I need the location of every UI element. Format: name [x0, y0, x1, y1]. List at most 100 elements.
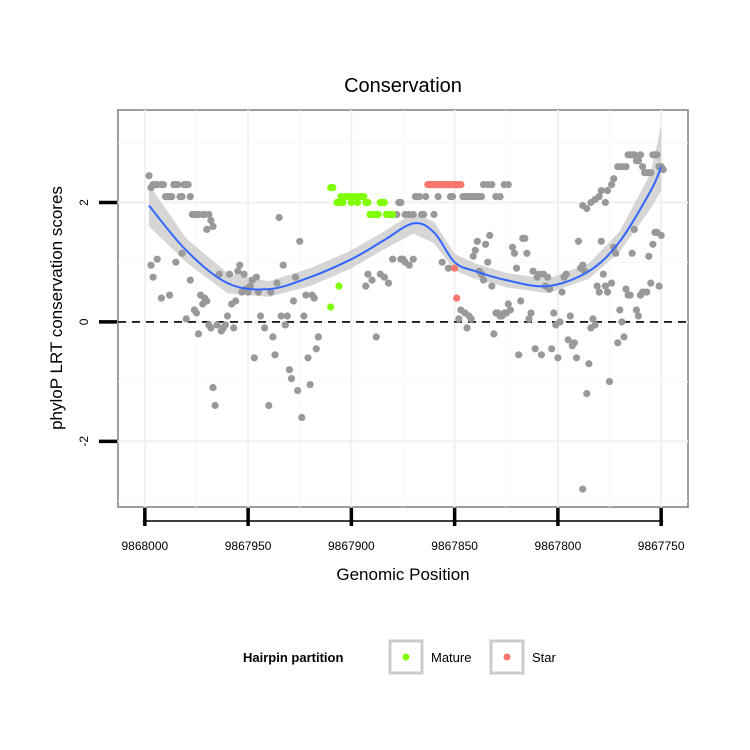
data-point-other — [554, 354, 562, 362]
data-point-mature — [360, 193, 368, 201]
data-point-star — [457, 181, 465, 189]
data-point-other — [566, 312, 574, 320]
data-point-other — [515, 351, 523, 359]
data-point-other — [205, 210, 213, 219]
data-point-other — [182, 315, 190, 323]
data-point-other — [579, 261, 587, 269]
data-point-other — [194, 330, 203, 338]
data-point-other — [510, 249, 519, 257]
data-point-other — [244, 288, 252, 296]
data-point-other — [570, 339, 579, 347]
data-point-other — [267, 288, 275, 296]
data-point-other — [178, 249, 186, 257]
data-point-other — [287, 375, 296, 383]
x-axis-title: Genomic Position — [336, 565, 469, 584]
data-point-other — [597, 237, 605, 245]
data-point-other — [192, 309, 201, 317]
data-point-mature — [327, 303, 335, 311]
data-point-other — [302, 291, 310, 299]
points-layer — [145, 151, 667, 493]
data-point-other — [153, 255, 161, 263]
data-point-other — [256, 312, 265, 320]
data-point-other — [455, 315, 463, 323]
legend-key-mature — [388, 639, 424, 675]
data-point-other — [574, 237, 583, 245]
data-point-other — [409, 210, 417, 219]
data-point-other — [275, 213, 283, 222]
data-point-other — [300, 312, 308, 320]
data-point-other — [597, 187, 605, 195]
data-point-other — [608, 279, 616, 287]
data-point-other — [312, 345, 320, 353]
data-point-other — [261, 324, 269, 332]
data-point-other — [279, 261, 287, 269]
data-point-other — [471, 246, 479, 254]
data-point-other — [531, 345, 539, 353]
data-point-other — [649, 240, 657, 248]
data-point-other — [186, 193, 194, 201]
data-point-other — [211, 401, 219, 410]
data-point-other — [525, 315, 533, 323]
data-point-other — [479, 276, 488, 284]
data-point-other — [397, 198, 405, 207]
data-point-other — [221, 321, 229, 329]
data-point-other — [444, 264, 452, 272]
data-point-other — [147, 261, 155, 269]
data-point-other — [271, 351, 279, 359]
data-point-other — [620, 333, 628, 341]
data-point-other — [632, 306, 641, 314]
data-point-other — [415, 193, 424, 201]
data-point-mature — [380, 198, 388, 207]
data-point-other — [289, 297, 298, 305]
legend-title: Hairpin partition — [243, 650, 343, 665]
data-point-other — [203, 297, 211, 305]
data-point-other — [653, 151, 661, 159]
data-point-other — [622, 163, 630, 171]
data-point-other — [564, 336, 572, 344]
data-point-other — [209, 384, 217, 392]
data-point-other — [618, 318, 626, 326]
data-point-other — [409, 255, 417, 263]
data-point-other — [504, 181, 512, 189]
data-point-other — [482, 240, 490, 248]
data-point-other — [636, 151, 645, 159]
data-point-other — [529, 267, 537, 275]
data-point-other — [234, 267, 242, 275]
data-point-other — [145, 172, 153, 180]
data-point-other — [250, 354, 258, 362]
data-point-other — [157, 294, 165, 302]
data-point-other — [488, 282, 496, 290]
data-point-other — [558, 288, 566, 296]
data-point-other — [628, 249, 636, 257]
legend: Hairpin partition Mature Star — [243, 639, 557, 675]
data-point-other — [384, 279, 393, 287]
data-point-other — [572, 354, 581, 362]
data-point-other — [420, 210, 428, 219]
data-point-other — [368, 276, 376, 284]
data-point-other — [550, 309, 558, 317]
data-point-star — [451, 264, 459, 272]
data-point-other — [296, 237, 304, 245]
data-point-other — [207, 324, 215, 332]
data-point-other — [639, 163, 647, 171]
data-point-mature — [389, 210, 397, 219]
data-point-other — [490, 330, 498, 338]
data-point-other — [626, 291, 634, 299]
data-point-other — [616, 306, 624, 314]
data-point-other — [601, 282, 610, 290]
data-point-other — [488, 181, 496, 189]
data-point-other — [601, 198, 610, 207]
data-point-other — [608, 181, 616, 189]
data-point-other — [215, 270, 223, 278]
data-point-other — [469, 252, 477, 260]
data-point-other — [655, 282, 663, 290]
data-point-mature — [364, 198, 372, 207]
data-point-other — [372, 333, 380, 341]
data-point-other — [209, 222, 217, 230]
y-tick-label: 0 — [77, 318, 91, 325]
data-point-other — [657, 231, 665, 239]
data-point-other — [314, 333, 322, 341]
data-point-other — [265, 401, 273, 410]
data-point-other — [614, 339, 622, 347]
data-point-other — [225, 270, 234, 278]
